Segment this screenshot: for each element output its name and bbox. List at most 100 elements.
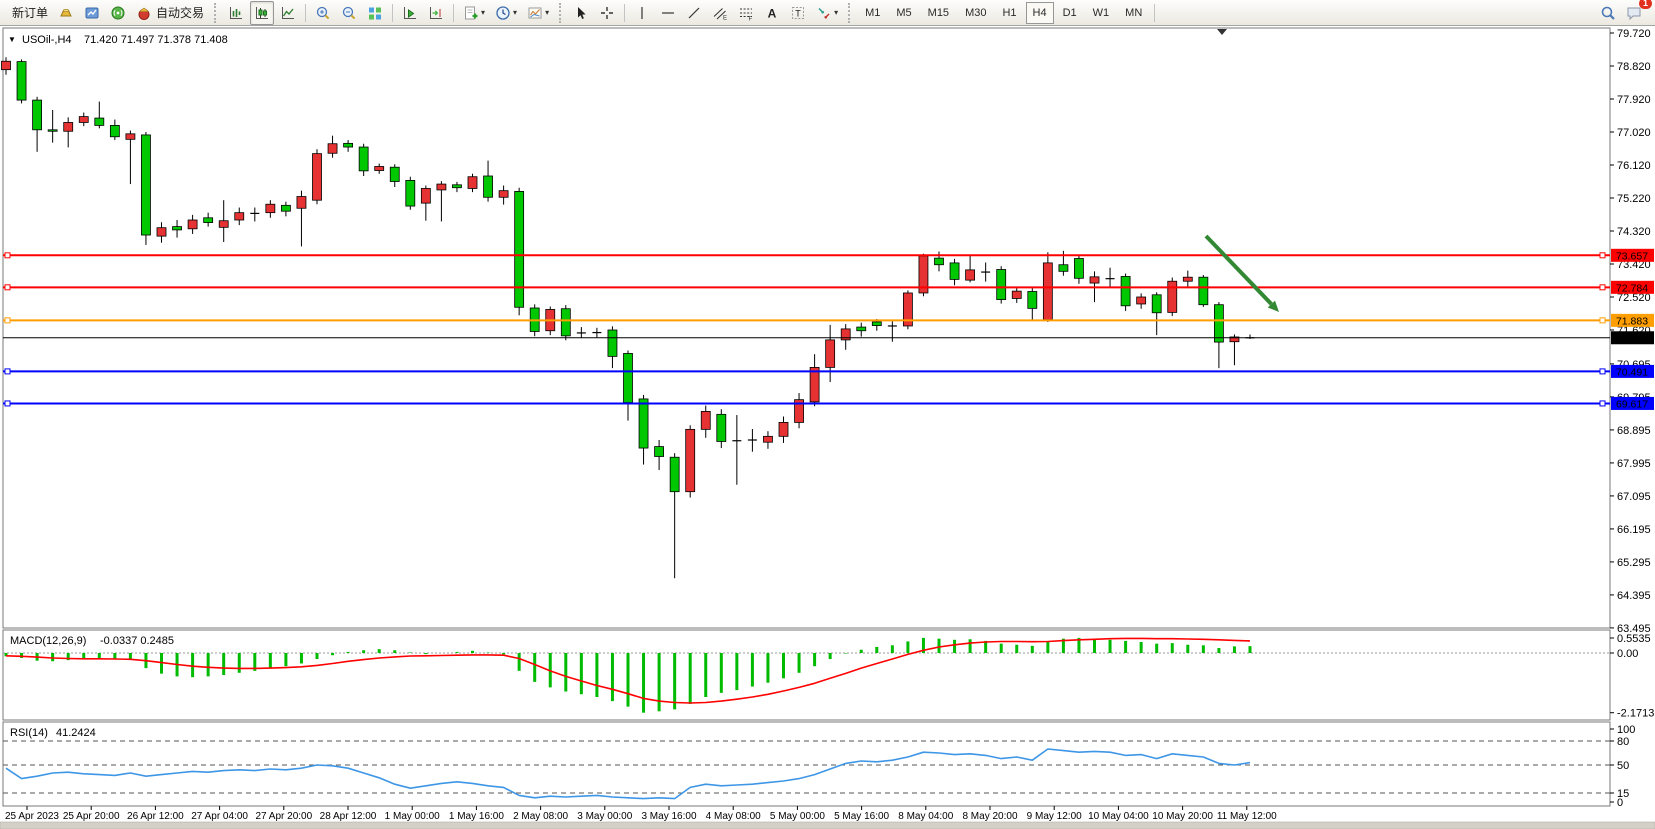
rsi-axis-label: 0 [1617,797,1623,809]
chart-shift-icon[interactable] [424,1,448,25]
candle-body [420,188,431,204]
macd-signal-line [5,637,1251,704]
candle-body [405,180,416,207]
line-chart-icon[interactable] [276,1,300,25]
price-axis-label: 63.495 [1617,623,1651,635]
price-axis-label: 66.195 [1617,524,1651,536]
candle-body [1167,280,1178,313]
candle-body [1011,290,1022,299]
rsi-panel[interactable] [2,721,1611,807]
text-icon[interactable]: A [760,1,784,25]
trendline-icon[interactable] [682,1,706,25]
candle-body [265,203,276,214]
candle-body [607,329,618,357]
equidistant-channel-icon[interactable]: E [708,1,732,25]
search-icon[interactable] [1596,1,1620,25]
vertical-line-icon[interactable] [630,1,654,25]
timeframe-button-m5[interactable]: M5 [896,6,912,19]
toolbar-grip[interactable] [848,2,852,23]
candle-body [358,146,369,172]
horizontal-line-icon[interactable] [656,1,680,25]
gold-ingot-icon[interactable] [54,1,78,25]
level-handle[interactable] [4,284,11,291]
time-axis-label: 3 May 00:00 [577,811,632,822]
toolbar-separator [453,3,455,22]
tile-windows-icon[interactable] [363,1,387,25]
candle-body [716,413,727,442]
timeframe-button-m1[interactable]: M1 [865,6,881,19]
candle-body [763,435,773,443]
toolbar-grip[interactable] [214,2,218,23]
level-handle[interactable] [4,368,11,375]
level-handle[interactable] [1599,284,1606,291]
price-level-label [1611,364,1654,378]
price-level-label-text: 70.491 [1616,366,1648,378]
candle-body [47,129,58,132]
timeframe-button-h1[interactable]: H1 [1002,6,1017,19]
timeframe-button-h4[interactable]: H4 [1025,1,1054,24]
text-label-icon[interactable]: T [786,1,810,25]
toolbar-grip[interactable] [559,2,563,23]
candle-body [203,217,214,223]
candle-body [514,191,525,308]
level-handle[interactable] [1599,368,1606,375]
main-price-panel[interactable] [2,27,1611,629]
fibonacci-icon[interactable]: F [734,1,758,25]
arrow-tools-icon[interactable]: ▾ [812,1,842,25]
bar-chart-icon[interactable] [224,1,248,25]
timeframe-button-mn[interactable]: MN [1125,6,1143,19]
candle-body [280,204,291,212]
candle-body [778,422,789,437]
new-order-button[interactable]: 新订单 [12,6,49,20]
chart-template-icon[interactable]: ▾ [523,1,553,25]
level-handle[interactable] [4,400,11,407]
level-handle[interactable] [1599,252,1606,259]
price-axis-label: 68.895 [1617,425,1651,437]
time-axis-label: 25 Apr 20:00 [63,811,120,822]
time-axis-label: 4 May 08:00 [706,811,761,822]
drawn-arrow[interactable] [1204,234,1273,306]
crosshair-icon[interactable] [595,1,619,25]
candlestick-chart-icon[interactable] [250,0,275,25]
cursor-icon[interactable] [569,1,593,25]
drawn-arrow-head[interactable] [1267,300,1279,312]
timeframe-button-d1[interactable]: D1 [1062,6,1077,19]
price-axis-label: 72.520 [1617,292,1651,304]
signal-icon[interactable] [106,1,130,25]
price-axis-label: 73.420 [1617,259,1651,271]
level-handle[interactable] [4,252,11,259]
time-axis-label: 8 May 20:00 [962,811,1017,822]
level-handle[interactable] [1599,400,1606,407]
chat-icon[interactable]: 1 [1622,0,1652,25]
macd-panel[interactable] [2,629,1611,721]
horizontal-scrollbar[interactable] [0,821,1655,829]
timeframe-button-m30[interactable]: M30 [965,6,987,19]
candle-body [794,399,804,423]
candle-body [623,353,633,404]
timeframe-button-w1[interactable]: W1 [1092,6,1110,19]
auto-scroll-icon[interactable] [398,1,422,25]
candle-body [1058,264,1069,272]
rsi-axis-label: 50 [1617,760,1629,772]
candle-body [996,269,1007,300]
period-clock-icon[interactable]: ▾ [491,1,521,25]
zoom-out-icon[interactable] [337,1,361,25]
level-handle[interactable] [4,317,11,324]
level-handle[interactable] [1599,317,1606,324]
rsi-label: RSI(14) 41.2424 [10,727,96,739]
candle-body [32,99,42,131]
chart-menu-arrow-icon[interactable]: ▼ [8,35,16,44]
timeframe-button-m15[interactable]: M15 [927,6,950,19]
chart-window-icon[interactable] [80,1,104,25]
auto-trading-button[interactable]: 自动交易 [132,1,208,25]
macd-values: -0.0337 0.2485 [100,635,174,647]
add-indicator-icon[interactable]: ▾ [459,1,489,25]
candle-body [483,175,493,198]
chart-area[interactable]: 79.720 78.820 77.920 77.020 76.120 75.220 74.3… [0,26,1655,829]
candle-body [1182,276,1193,282]
time-axis-label: 2 May 08:00 [513,811,568,822]
time-axis-label: 1 May 00:00 [385,811,440,822]
zoom-in-icon[interactable] [311,1,335,25]
macd-label: MACD(12,26,9) -0.0337 0.2485 [10,635,174,647]
chart-shift-marker[interactable] [1217,29,1227,35]
